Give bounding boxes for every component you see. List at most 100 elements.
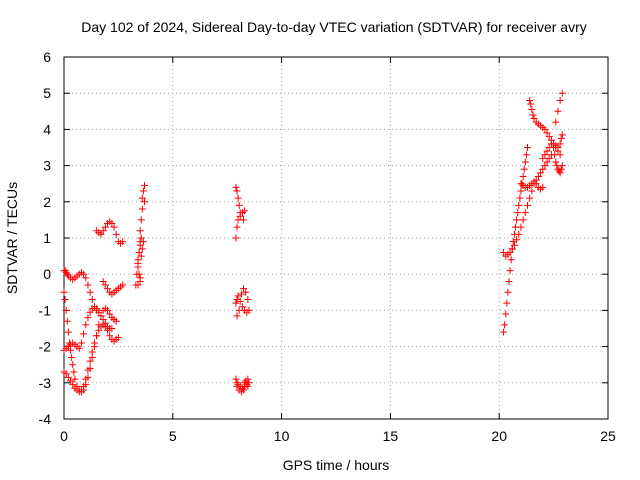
data-point — [64, 328, 72, 336]
data-point — [506, 267, 514, 275]
x-tick-label: 25 — [600, 428, 616, 444]
data-point — [141, 182, 149, 190]
data-point — [504, 288, 512, 296]
data-point — [141, 198, 149, 206]
data-point — [137, 234, 145, 242]
data-point — [233, 382, 241, 390]
data-point — [543, 129, 551, 137]
data-point — [232, 299, 240, 307]
data-point — [106, 332, 114, 340]
data-point — [552, 158, 560, 166]
axis-ticks: 0 5 10 15 20 25 -4 -3 -2 -1 0 1 2 3 4 5 6 — [39, 49, 616, 444]
data-point — [95, 308, 103, 316]
data-point — [82, 321, 90, 329]
data-point — [503, 299, 511, 307]
data-point — [114, 334, 122, 342]
data-point — [556, 140, 564, 148]
y-tick-label: -1 — [39, 302, 52, 318]
y-tick-label: 4 — [43, 121, 51, 137]
data-point — [69, 381, 77, 389]
data-point — [505, 277, 513, 285]
data-point — [528, 105, 536, 113]
data-point — [234, 292, 242, 300]
data-point — [135, 248, 143, 256]
data-point — [517, 223, 525, 231]
data-point — [241, 207, 249, 215]
data-point — [244, 382, 252, 390]
data-point — [539, 183, 547, 191]
data-point — [236, 212, 244, 220]
data-point — [101, 319, 109, 327]
data-point — [136, 274, 144, 282]
data-point — [138, 245, 146, 253]
grid-lines — [64, 57, 608, 419]
y-tick-label: 1 — [43, 230, 51, 246]
data-point — [236, 297, 244, 305]
data-point — [552, 118, 560, 126]
data-point — [522, 151, 530, 159]
data-points — [60, 89, 566, 396]
data-point — [509, 238, 517, 246]
y-axis-label: SDTVAR / TECUs — [4, 182, 20, 294]
data-point — [235, 306, 243, 314]
data-point — [507, 256, 515, 264]
data-point — [84, 366, 92, 374]
data-point — [514, 209, 522, 217]
data-point — [110, 223, 118, 231]
data-point — [84, 281, 92, 289]
data-point — [61, 267, 69, 275]
data-point — [135, 270, 143, 278]
data-point — [86, 308, 94, 316]
data-point — [67, 377, 75, 385]
data-point — [558, 131, 566, 139]
data-point — [62, 370, 70, 378]
data-point — [517, 187, 525, 195]
data-point — [539, 165, 547, 173]
data-point — [138, 194, 146, 202]
data-point — [77, 339, 85, 347]
data-point — [500, 328, 508, 336]
data-point — [63, 270, 71, 278]
data-point — [523, 201, 531, 209]
x-tick-label: 10 — [274, 428, 290, 444]
data-point — [137, 252, 145, 260]
data-point — [554, 144, 562, 151]
data-point — [134, 281, 142, 289]
y-tick-label: 2 — [43, 194, 51, 210]
data-point — [71, 375, 79, 383]
data-point — [237, 290, 245, 298]
data-point — [82, 375, 90, 383]
data-point — [508, 245, 516, 253]
y-tick-label: -2 — [39, 339, 52, 355]
data-point — [532, 180, 540, 188]
data-point — [526, 96, 534, 104]
data-point — [62, 268, 70, 276]
data-point — [119, 281, 127, 289]
data-point — [558, 162, 566, 170]
data-point — [519, 172, 527, 180]
data-point — [77, 386, 85, 394]
data-point — [82, 274, 90, 282]
data-point — [232, 234, 240, 242]
data-point — [93, 332, 101, 340]
data-point — [244, 296, 252, 304]
series-early-segment — [60, 182, 149, 396]
data-point — [240, 216, 248, 224]
data-point — [513, 216, 521, 224]
y-tick-label: 0 — [43, 266, 51, 282]
data-point — [241, 379, 249, 387]
data-point — [134, 256, 142, 264]
data-point — [139, 187, 147, 195]
data-point — [506, 248, 514, 256]
y-tick-label: -3 — [39, 375, 52, 391]
data-point — [138, 205, 146, 213]
data-point — [106, 310, 114, 318]
y-tick-label: 5 — [43, 85, 51, 101]
data-point — [97, 230, 105, 238]
data-point — [245, 306, 253, 314]
data-point — [515, 230, 523, 238]
data-point — [69, 361, 77, 369]
y-tick-label: 3 — [43, 158, 51, 174]
data-point — [93, 305, 101, 313]
